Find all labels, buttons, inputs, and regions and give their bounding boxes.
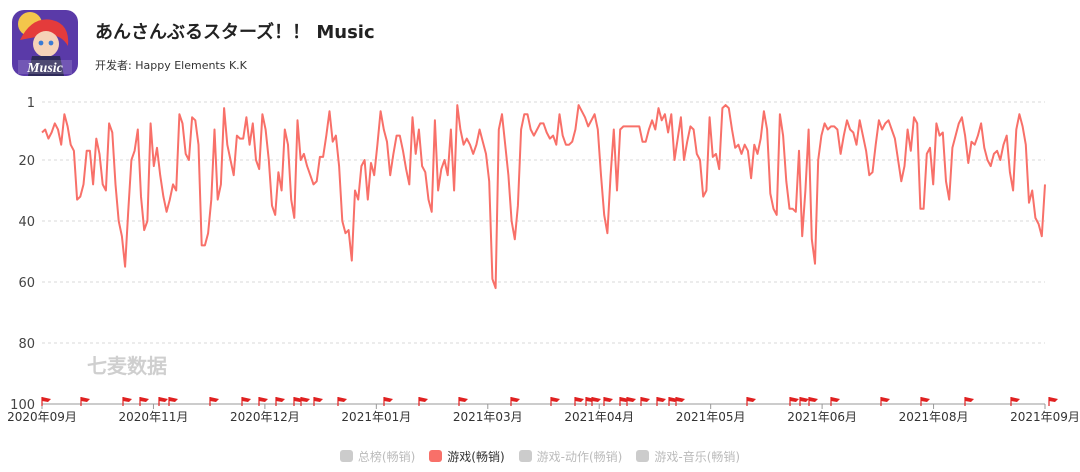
legend-swatch	[429, 450, 443, 462]
legend-label: 游戏-动作(畅销)	[536, 449, 623, 464]
x-tick-label: 2020年09月	[7, 410, 77, 424]
icon-logo-text: Music	[26, 61, 64, 76]
event-flag-icon[interactable]	[209, 397, 219, 406]
event-flag-icon[interactable]	[640, 397, 650, 406]
y-tick-label: 60	[18, 276, 35, 291]
event-flag-icon[interactable]	[626, 397, 636, 406]
event-flag-icon[interactable]	[80, 397, 90, 406]
event-flag-icon[interactable]	[168, 397, 178, 406]
event-flag-icon[interactable]	[241, 397, 251, 406]
developer-row: 开发者: Happy Elements K.K	[95, 57, 247, 73]
legend: 总榜(畅销) 游戏(畅销) 游戏-动作(畅销) 游戏-音乐(畅销)	[0, 446, 1080, 466]
event-flag-icon[interactable]	[258, 397, 268, 406]
event-flag-icon[interactable]	[1010, 397, 1020, 406]
legend-item-overall[interactable]: 总榜(畅销)	[339, 446, 416, 466]
event-flag-icon[interactable]	[550, 397, 560, 406]
event-flag-icon[interactable]	[880, 397, 890, 406]
y-tick-label: 80	[18, 337, 35, 352]
event-flag-icon[interactable]	[313, 397, 323, 406]
app-title: あんさんぶるスターズ！！ Music	[95, 22, 375, 43]
legend-swatch	[636, 450, 650, 462]
y-tick-label: 1	[27, 96, 35, 111]
y-tick-label: 20	[18, 154, 35, 169]
x-tick-label: 2021年01月	[341, 410, 411, 424]
legend-swatch	[518, 450, 532, 462]
legend-swatch	[339, 450, 353, 462]
legend-label: 总榜(畅销)	[357, 449, 416, 464]
event-flag-icon[interactable]	[122, 397, 132, 406]
event-flag-icon[interactable]	[418, 397, 428, 406]
event-flag-icon[interactable]	[920, 397, 930, 406]
developer-name[interactable]: Happy Elements K.K	[135, 59, 247, 72]
x-tick-label: 2021年05月	[676, 410, 746, 424]
watermark-text: 七麦数据	[87, 354, 167, 378]
app-header: Music あんさんぶるスターズ！！ Music 开发者: Happy Elem…	[12, 10, 712, 80]
event-flag-icon[interactable]	[41, 397, 51, 406]
event-flag-icon[interactable]	[799, 397, 809, 406]
event-flag-icon[interactable]	[830, 397, 840, 406]
event-flag-icon[interactable]	[964, 397, 974, 406]
y-tick-label: 100	[10, 398, 35, 413]
event-flag-icon[interactable]	[458, 397, 468, 406]
legend-label: 游戏-音乐(畅销)	[654, 449, 741, 464]
event-flag-icon[interactable]	[789, 397, 799, 406]
event-flag-icon[interactable]	[383, 397, 393, 406]
game-icon: Music	[12, 10, 78, 76]
event-flag-icon[interactable]	[158, 397, 168, 406]
x-tick-label: 2020年12月	[230, 410, 300, 424]
event-flag-icon[interactable]	[603, 397, 613, 406]
developer-label: 开发者:	[95, 59, 132, 72]
event-flag-icon[interactable]	[808, 397, 818, 406]
x-tick-label: 2021年06月	[787, 410, 857, 424]
event-flag-icon[interactable]	[510, 397, 520, 406]
x-tick-label: 2020年11月	[119, 410, 189, 424]
series-line-game-grossing	[41, 104, 1046, 290]
x-tick-label: 2021年04月	[564, 410, 634, 424]
event-flag-icon[interactable]	[337, 397, 347, 406]
event-flag-icon[interactable]	[574, 397, 584, 406]
event-flag-icon[interactable]	[675, 397, 685, 406]
event-flag-icon[interactable]	[591, 397, 601, 406]
legend-label: 游戏(畅销)	[447, 449, 505, 464]
event-flag-icon[interactable]	[275, 397, 285, 406]
event-flag-icon[interactable]	[1048, 397, 1058, 406]
y-tick-label: 40	[18, 215, 35, 230]
event-flag-icon[interactable]	[139, 397, 149, 406]
event-flag-icon[interactable]	[656, 397, 666, 406]
event-flag-icon[interactable]	[746, 397, 756, 406]
x-tick-label: 2021年03月	[453, 410, 523, 424]
x-tick-label: 2021年09月	[1010, 410, 1080, 424]
legend-item-games-music[interactable]: 游戏-音乐(畅销)	[636, 446, 740, 466]
legend-item-games-action[interactable]: 游戏-动作(畅销)	[518, 446, 623, 466]
x-tick-label: 2021年08月	[899, 410, 969, 424]
event-flag-icon[interactable]	[300, 397, 310, 406]
legend-item-games[interactable]: 游戏(畅销)	[429, 446, 505, 466]
